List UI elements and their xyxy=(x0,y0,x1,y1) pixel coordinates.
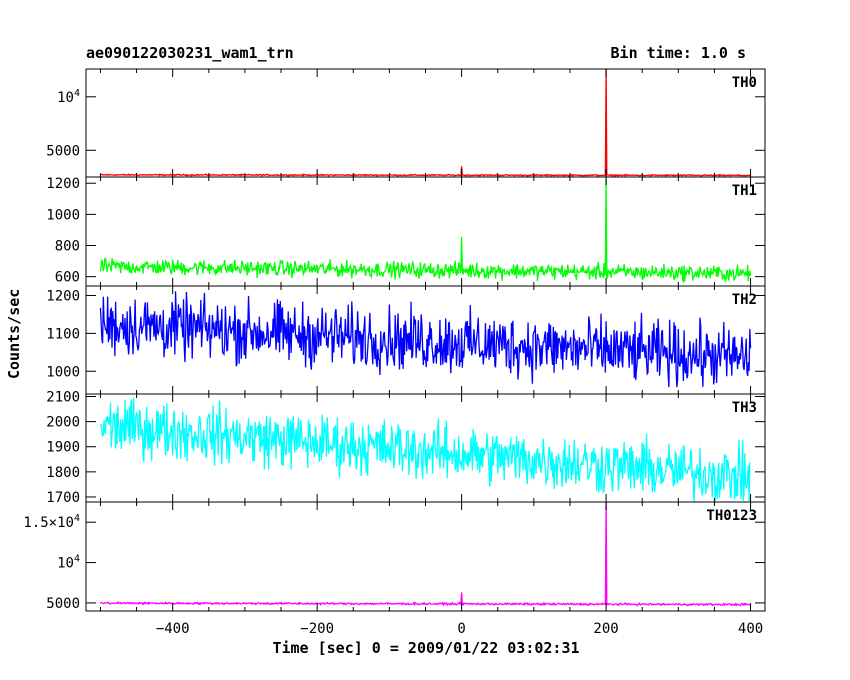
y-tick-label: 800 xyxy=(55,239,80,255)
y-tick-label: 5000 xyxy=(46,596,80,612)
y-tick-label: 1900 xyxy=(46,440,80,456)
series-label-th0: TH0 xyxy=(732,75,757,91)
y-tick-label: 600 xyxy=(55,270,80,286)
y-tick-label: 104 xyxy=(57,554,80,572)
x-tick-label: −200 xyxy=(300,621,334,637)
series-line-th0123 xyxy=(99,501,751,607)
x-tick-label: 400 xyxy=(738,621,763,637)
x-tick-label: 0 xyxy=(457,621,465,637)
y-tick-label: 1200 xyxy=(46,176,80,192)
series-line-th3 xyxy=(99,397,751,503)
y-tick-label: 104 xyxy=(57,88,80,106)
series-label-th1: TH1 xyxy=(732,183,757,199)
y-tick-label: 5000 xyxy=(46,143,80,159)
bin-time-label: Bin time: 1.0 s xyxy=(610,44,746,62)
series-label-th0123: TH0123 xyxy=(706,508,757,524)
x-tick-label: 200 xyxy=(593,621,618,637)
panel-frame xyxy=(85,501,766,612)
series-label-th2: TH2 xyxy=(732,292,757,308)
panel-frame xyxy=(85,68,766,178)
y-tick-label: 1200 xyxy=(46,288,80,304)
y-axis-label: Counts/sec xyxy=(5,288,23,379)
y-tick-label: 1000 xyxy=(46,207,80,223)
y-tick-label: 1.5×104 xyxy=(23,513,80,531)
y-tick-label: 1700 xyxy=(46,490,80,506)
series-line-th2 xyxy=(99,291,752,388)
y-tick-label: 1100 xyxy=(46,326,80,342)
y-tick-label: 2000 xyxy=(46,415,80,431)
x-axis-label: Time [sec] 0 = 2009/01/22 03:02:31 xyxy=(272,639,580,657)
series-line-th1 xyxy=(99,176,752,284)
y-tick-label: 1800 xyxy=(46,465,80,481)
chart-title: ae090122030231_wam1_trn xyxy=(86,44,294,62)
y-tick-label: 2100 xyxy=(46,390,80,406)
x-tick-label: −400 xyxy=(156,621,190,637)
series-label-th3: TH3 xyxy=(732,400,757,416)
y-tick-label: 1000 xyxy=(46,364,80,380)
series-line-th0 xyxy=(100,68,752,178)
